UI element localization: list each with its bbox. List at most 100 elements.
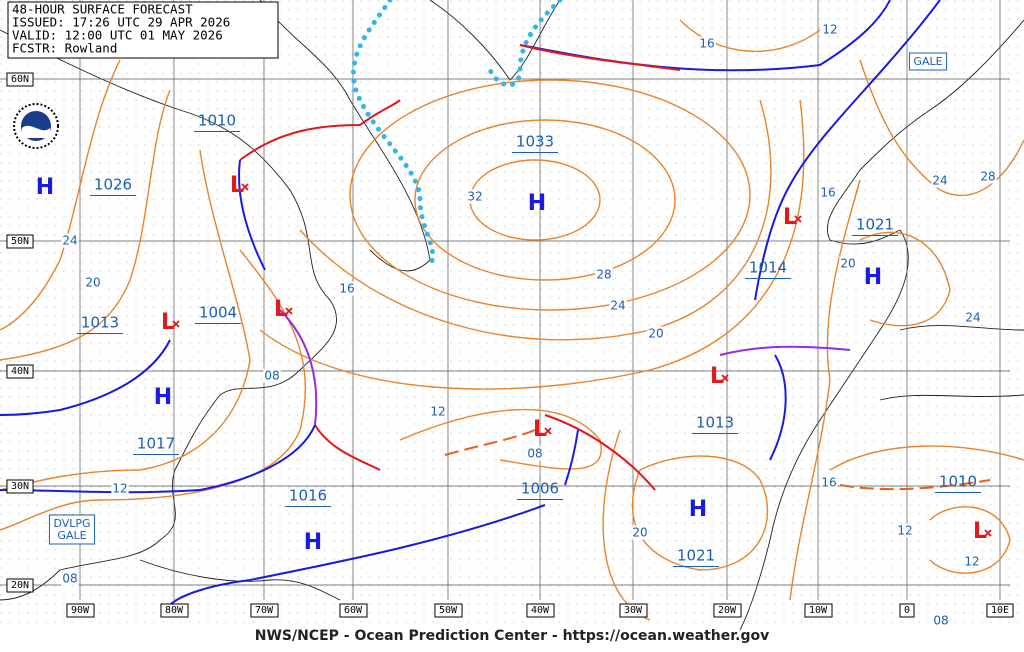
latitude-label: 30N [11, 481, 29, 492]
header-line: 48-HOUR SURFACE FORECAST [12, 2, 193, 17]
isobar-label-bg [111, 481, 129, 496]
fronts [0, 0, 991, 606]
longitude-label-box [66, 603, 95, 618]
pressure-value: 1013 [81, 314, 119, 332]
latitude-label-box [6, 72, 34, 87]
isobar-label: 24 [610, 299, 625, 313]
low-center: L [161, 310, 175, 335]
isobar-label: 20 [85, 276, 100, 290]
longitude-label: 10E [991, 605, 1009, 616]
isobar-label: 16 [699, 37, 714, 51]
high-center: H [304, 530, 322, 555]
isobar-label-bg [896, 523, 914, 538]
isobar-label-bg [61, 233, 79, 248]
isobar-label-bg [819, 185, 837, 200]
low-cross [794, 215, 802, 223]
low-center: L [230, 173, 244, 198]
isobar-label: 12 [964, 555, 979, 569]
low-cross [984, 529, 992, 537]
ice-edge [350, 0, 563, 268]
footer-bar [0, 630, 1024, 652]
isobar-label-bg [931, 173, 949, 188]
isobar-label: 08 [62, 572, 77, 586]
longitude-label-box [986, 603, 1014, 618]
longitude-label: 90W [71, 605, 90, 616]
high-center: H [528, 191, 546, 216]
isobar-label-bg [84, 275, 102, 290]
low-cross [241, 183, 249, 191]
isobar-label-bg [609, 298, 627, 313]
coastlines [0, 0, 1024, 631]
pressure-value: 1010 [939, 473, 977, 491]
longitude-label-box [713, 603, 742, 618]
isobar-label: 12 [430, 405, 445, 419]
isobar-label-bg [647, 326, 665, 341]
isobar-label-bg [963, 554, 981, 569]
isobar-label: 08 [527, 447, 542, 461]
low-center: L [973, 519, 987, 544]
labels: 60N 50N 40N 30N 20N 90W 80W 70W 60W 50W 40W 30W 20W 1… [6, 22, 1014, 628]
header-line: FCSTR: Rowland [12, 41, 117, 56]
isobar-label-bg [979, 169, 997, 184]
isobar-label: 28 [596, 268, 611, 282]
pressure-value: 1017 [137, 435, 175, 453]
longitude-label-box [804, 603, 833, 618]
longitude-label: 60W [344, 605, 363, 616]
isobar-label-bg [820, 475, 838, 490]
latitude-label-box [6, 578, 34, 593]
low-cross [544, 427, 552, 435]
latitude-label: 40N [11, 366, 29, 377]
high-center: H [154, 385, 172, 410]
latitude-label-box [6, 479, 34, 494]
isobar-label: 08 [264, 369, 279, 383]
longitude-label-box [899, 603, 915, 618]
isobar-label: 20 [632, 526, 647, 540]
header-box [7, 1, 279, 59]
isobar-label: 12 [897, 524, 912, 538]
isobar-label: 24 [62, 234, 77, 248]
longitude-label: 80W [165, 605, 184, 616]
low-center: L [533, 417, 547, 442]
longitude-label: 20W [718, 605, 737, 616]
pressure-value: 1021 [856, 216, 894, 234]
isobar-label-bg [263, 368, 281, 383]
isobar-label: 20 [840, 257, 855, 271]
isobar-label-bg [631, 525, 649, 540]
isobar-label: 20 [648, 327, 663, 341]
isobar-label-bg [839, 256, 857, 271]
warning-box [908, 52, 948, 71]
longitude-label: 70W [255, 605, 274, 616]
isobar-label: 12 [822, 23, 837, 37]
warning-box [48, 514, 96, 545]
longitude-label: 50W [439, 605, 458, 616]
isobar-label: 24 [965, 311, 980, 325]
isobar-label-bg [821, 22, 839, 37]
high-center: H [864, 265, 882, 290]
isobar-label-bg [429, 404, 447, 419]
isobar-label-bg [338, 281, 356, 296]
pressure-value: 1004 [199, 304, 237, 322]
longitude-label: 40W [531, 605, 550, 616]
latitude-label: 50N [11, 236, 29, 247]
warning-label: DVLPG GALE [53, 517, 90, 542]
longitude-label-box [526, 603, 555, 618]
low-center: L [274, 297, 288, 322]
pressure-value: 1010 [198, 112, 236, 130]
map-background [0, 0, 1024, 630]
longitude-label-box [339, 603, 368, 618]
high-center: H [689, 497, 707, 522]
low-cross [285, 307, 293, 315]
isobar-label-bg [698, 36, 716, 51]
pressure-value: 1006 [521, 480, 559, 498]
isobar-label: 08 [933, 614, 948, 628]
longitude-label-box [160, 603, 189, 618]
isobar-label: 12 [112, 482, 127, 496]
low-cross [721, 374, 729, 382]
isobar-label: 32 [467, 190, 482, 204]
warning-label: GALE [913, 55, 942, 68]
pressure-value: 1014 [749, 259, 787, 277]
pressure-value: 1013 [696, 414, 734, 432]
pressure-value: 1021 [677, 547, 715, 565]
